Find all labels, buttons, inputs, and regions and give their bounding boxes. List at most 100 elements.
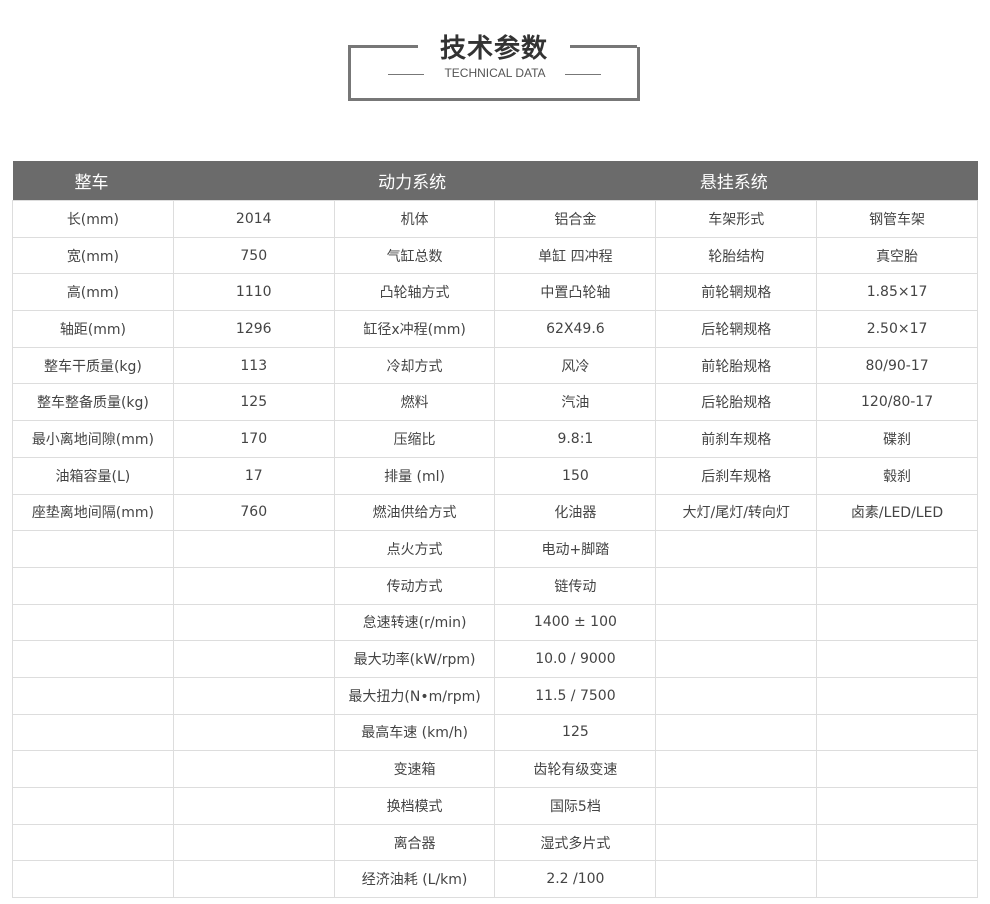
spec-value — [816, 640, 978, 678]
table-row: 传动方式 链传动 — [12, 566, 978, 605]
spec-label: 冷却方式 — [333, 346, 496, 385]
table-header-row: 整车 动力系统 悬挂系统 — [12, 161, 978, 201]
table-row: 座垫离地间隔(mm) 760 燃油供给方式 化油器 大灯/尾灯/转向灯 卤素/LED/LE… — [12, 493, 978, 532]
spec-label: 燃油供给方式 — [333, 493, 496, 532]
spec-value — [172, 823, 335, 862]
table-row: 最高车速 (km/h) 125 — [12, 713, 978, 752]
spec-label: 点火方式 — [333, 530, 496, 568]
spec-label: 气缸总数 — [333, 236, 496, 275]
spec-label: 排量 (ml) — [333, 456, 496, 495]
spec-label — [12, 676, 174, 715]
spec-value: 170 — [172, 420, 335, 458]
spec-value: 单缸 四冲程 — [494, 236, 657, 275]
table-row: 整车整备质量(kg) 125 燃料 汽油 后轮胎规格 120/80-17 — [12, 383, 978, 422]
spec-label: 最大扭力(N•m/rpm) — [333, 676, 496, 715]
spec-label: 长(mm) — [12, 200, 174, 238]
spec-value: 80/90-17 — [816, 346, 978, 385]
spec-label: 前轮胎规格 — [655, 346, 818, 385]
spec-value: 11.5 / 7500 — [494, 676, 657, 715]
spec-value: 150 — [494, 456, 657, 495]
spec-label — [12, 750, 174, 788]
spec-label: 后轮辋规格 — [655, 310, 818, 348]
spec-label: 后轮胎规格 — [655, 383, 818, 422]
table-row: 换档模式 国际5档 — [12, 787, 978, 825]
spec-value — [172, 530, 335, 568]
spec-value: 120/80-17 — [816, 383, 978, 422]
spec-label: 前刹车规格 — [655, 420, 818, 458]
spec-value: 760 — [172, 493, 335, 532]
spec-label — [655, 750, 818, 788]
title-frame — [348, 47, 640, 101]
spec-label: 大灯/尾灯/转向灯 — [655, 493, 818, 532]
spec-value — [816, 750, 978, 788]
spec-value: 铝合金 — [494, 200, 657, 238]
spec-value: 碟刹 — [816, 420, 978, 458]
spec-label: 后刹车规格 — [655, 456, 818, 495]
spec-label: 轴距(mm) — [12, 310, 174, 348]
spec-value — [816, 823, 978, 862]
divider-right — [565, 74, 601, 75]
spec-label: 离合器 — [333, 823, 496, 862]
spec-value — [816, 566, 978, 605]
spec-value: 风冷 — [494, 346, 657, 385]
spec-value — [172, 603, 335, 642]
table-row: 离合器 湿式多片式 — [12, 823, 978, 862]
spec-value — [172, 787, 335, 825]
spec-label — [12, 566, 174, 605]
spec-label — [655, 713, 818, 752]
title-frame-top-left — [348, 45, 418, 48]
spec-value — [816, 530, 978, 568]
page-title: 技术参数 — [439, 34, 548, 64]
spec-value: 2.50×17 — [816, 310, 978, 348]
spec-value: 1400 ± 100 — [494, 603, 657, 642]
spec-label: 机体 — [333, 200, 496, 238]
table-row: 点火方式 电动+脚踏 — [12, 530, 978, 568]
spec-label: 凸轮轴方式 — [333, 273, 496, 312]
spec-value: 10.0 / 9000 — [494, 640, 657, 678]
spec-value — [816, 603, 978, 642]
spec-label — [655, 860, 818, 899]
spec-value: 化油器 — [494, 493, 657, 532]
spec-value: 62X49.6 — [494, 310, 657, 348]
spec-label: 最小离地间隙(mm) — [12, 420, 174, 458]
spec-label — [655, 603, 818, 642]
spec-value: 汽油 — [494, 383, 657, 422]
spec-label — [655, 640, 818, 678]
table-row: 轴距(mm) 1296 缸径x冲程(mm) 62X49.6 后轮辋规格 2.50×17 — [12, 310, 978, 348]
spec-label — [12, 787, 174, 825]
spec-label: 换档模式 — [333, 787, 496, 825]
spec-label: 座垫离地间隔(mm) — [12, 493, 174, 532]
table-row: 怠速转速(r/min) 1400 ± 100 — [12, 603, 978, 642]
spec-label — [655, 823, 818, 862]
table-row: 油箱容量(L) 17 排量 (ml) 150 后刹车规格 毂刹 — [12, 456, 978, 495]
spec-table: 整车 动力系统 悬挂系统 长(mm) 2014 机体 铝合金 车架形式 钢管车架 宽(mm)… — [12, 161, 978, 899]
spec-label: 传动方式 — [333, 566, 496, 605]
spec-label — [12, 640, 174, 678]
spec-value — [816, 787, 978, 825]
spec-value — [172, 713, 335, 752]
spec-label — [12, 530, 174, 568]
spec-label: 变速箱 — [333, 750, 496, 788]
spec-label — [655, 566, 818, 605]
spec-label — [655, 787, 818, 825]
spec-value — [172, 640, 335, 678]
spec-value: 钢管车架 — [816, 200, 978, 238]
table-row: 宽(mm) 750 气缸总数 单缸 四冲程 轮胎结构 真空胎 — [12, 236, 978, 275]
spec-label: 整车干质量(kg) — [12, 346, 174, 385]
spec-label: 最高车速 (km/h) — [333, 713, 496, 752]
divider-left — [388, 74, 424, 75]
spec-value: 125 — [172, 383, 335, 422]
table-row: 最小离地间隙(mm) 170 压缩比 9.8:1 前刹车规格 碟刹 — [12, 420, 978, 458]
spec-value — [172, 750, 335, 788]
spec-label: 缸径x冲程(mm) — [333, 310, 496, 348]
spec-value: 9.8:1 — [494, 420, 657, 458]
spec-value: 湿式多片式 — [494, 823, 657, 862]
table-row: 最大功率(kW/rpm) 10.0 / 9000 — [12, 640, 978, 678]
spec-label — [12, 603, 174, 642]
spec-label: 轮胎结构 — [655, 236, 818, 275]
table-row: 高(mm) 1110 凸轮轴方式 中置凸轮轴 前轮辋规格 1.85×17 — [12, 273, 978, 312]
table-row: 变速箱 齿轮有级变速 — [12, 750, 978, 788]
title-frame-top-right — [570, 45, 637, 48]
spec-value: 毂刹 — [816, 456, 978, 495]
spec-label — [12, 713, 174, 752]
